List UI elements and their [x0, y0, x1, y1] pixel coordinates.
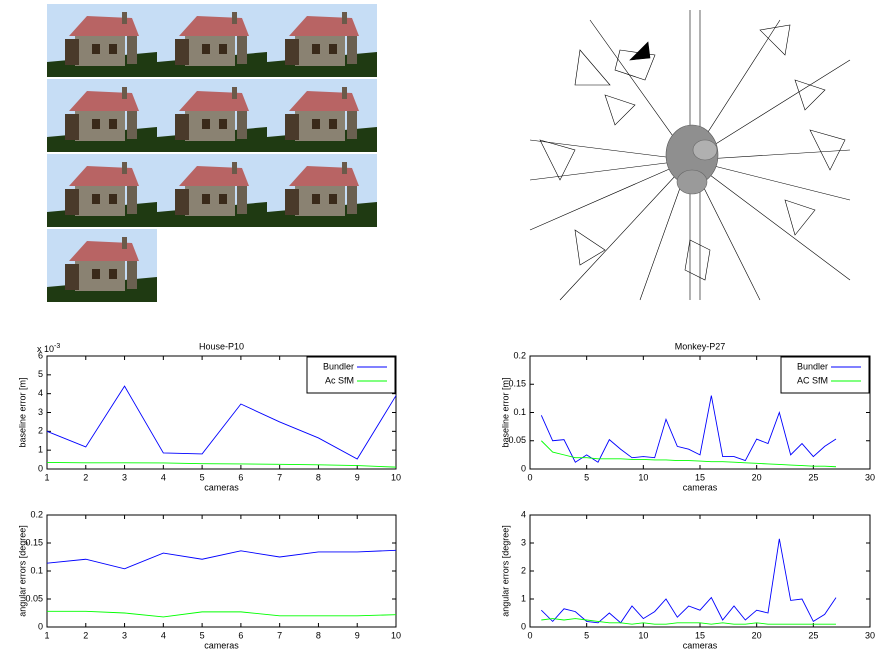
y-axis-label: baseline error [m] — [500, 377, 510, 447]
y-axis-label: angular errors [degree] — [17, 525, 27, 617]
y-tick-label: 0.2 — [30, 509, 43, 519]
x-tick-label: 0 — [527, 472, 532, 482]
y-axis-label: angular errors [degree] — [500, 525, 510, 617]
plot-area — [46, 514, 397, 628]
x-tick-label: 1 — [44, 630, 49, 640]
y-tick-label: 3 — [38, 407, 43, 417]
x-tick-label: 10 — [391, 630, 401, 640]
x-axis-label: cameras — [683, 640, 718, 650]
x-tick-label: 2 — [83, 472, 88, 482]
x-tick-label: 7 — [277, 472, 282, 482]
x-tick-label: 10 — [391, 472, 401, 482]
series-line — [47, 610, 397, 618]
x-tick-label: 9 — [355, 630, 360, 640]
legend — [780, 356, 870, 394]
y-tick-label: 0 — [38, 621, 43, 631]
y-tick-label: 2 — [521, 565, 526, 575]
x-tick-label: 10 — [638, 472, 648, 482]
y-tick-label: 3 — [521, 537, 526, 547]
x-tick-label: 5 — [200, 630, 205, 640]
x-axis-label: cameras — [204, 482, 239, 492]
y-tick-label: 0.2 — [513, 350, 526, 360]
chart-title: Monkey-P27 — [675, 341, 726, 351]
legend — [306, 356, 396, 394]
x-tick-label: 4 — [161, 472, 166, 482]
chart-title: House-P10 — [199, 341, 244, 351]
x-tick-label: 30 — [865, 630, 875, 640]
y-tick-label: 0 — [521, 621, 526, 631]
y-exponent: x 10-3 — [37, 343, 60, 355]
image-grid — [47, 4, 377, 302]
y-tick-label: 0.1 — [513, 407, 526, 417]
series-line — [541, 440, 837, 468]
x-tick-label: 30 — [865, 472, 875, 482]
x-tick-label: 2 — [83, 630, 88, 640]
x-tick-label: 6 — [238, 630, 243, 640]
x-tick-label: 8 — [316, 630, 321, 640]
x-tick-label: 0 — [527, 630, 532, 640]
legend-label: Bundler — [323, 361, 354, 371]
y-exponent-power: -3 — [54, 343, 60, 350]
x-tick-label: 5 — [584, 472, 589, 482]
x-tick-label: 20 — [752, 472, 762, 482]
x-tick-label: 3 — [122, 472, 127, 482]
y-tick-label: 0.05 — [25, 593, 43, 603]
x-tick-label: 15 — [695, 472, 705, 482]
y-tick-label: 0.15 — [25, 537, 43, 547]
x-tick-label: 25 — [808, 472, 818, 482]
y-tick-label: 0 — [521, 463, 526, 473]
y-tick-label: 1 — [521, 593, 526, 603]
x-axis-label: cameras — [683, 482, 718, 492]
x-tick-label: 10 — [638, 630, 648, 640]
series-line — [46, 549, 397, 570]
x-axis-label: cameras — [204, 640, 239, 650]
y-tick-label: 1 — [38, 445, 43, 455]
y-tick-label: 4 — [521, 509, 526, 519]
x-tick-label: 15 — [695, 630, 705, 640]
y-tick-label: 0.15 — [508, 379, 526, 389]
x-tick-label: 5 — [584, 630, 589, 640]
y-tick-label: 2 — [38, 426, 43, 436]
y-axis-label: baseline error [m] — [17, 377, 27, 447]
x-tick-label: 8 — [316, 472, 321, 482]
y-tick-label: 0.05 — [508, 435, 526, 445]
x-tick-label: 9 — [355, 472, 360, 482]
legend-label: AC SfM — [797, 375, 828, 385]
series-line — [541, 618, 836, 625]
y-tick-label: 0 — [38, 463, 43, 473]
x-tick-label: 5 — [200, 472, 205, 482]
legend-label: Ac SfM — [325, 375, 354, 385]
x-tick-label: 3 — [122, 630, 127, 640]
y-exponent-base: x 10 — [37, 344, 54, 354]
x-tick-label: 20 — [752, 630, 762, 640]
series-line — [541, 538, 837, 624]
camera-rendering — [529, 10, 851, 301]
y-tick-label: 6 — [38, 350, 43, 360]
x-tick-label: 1 — [44, 472, 49, 482]
legend-label: Bundler — [797, 361, 828, 371]
y-tick-label: 5 — [38, 369, 43, 379]
series-line — [46, 385, 397, 460]
x-tick-label: 6 — [238, 472, 243, 482]
x-tick-label: 7 — [277, 630, 282, 640]
y-tick-label: 0.1 — [30, 565, 43, 575]
series-line — [46, 461, 397, 468]
x-tick-label: 25 — [808, 630, 818, 640]
y-tick-label: 4 — [38, 388, 43, 398]
x-tick-label: 4 — [161, 630, 166, 640]
series-line — [540, 395, 837, 463]
